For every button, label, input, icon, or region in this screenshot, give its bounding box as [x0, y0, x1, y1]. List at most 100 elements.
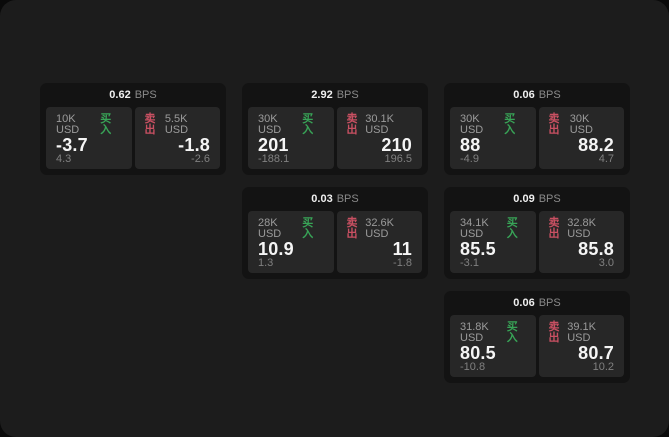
sell-panel[interactable]: 卖出 32.8K USD 85.8 3.0	[538, 211, 624, 273]
bps-value: 2.92	[311, 88, 333, 101]
sell-change: 10.2	[592, 361, 614, 373]
sell-change: -2.6	[191, 153, 210, 165]
bps-value: 0.09	[513, 192, 535, 205]
panels: 28K USD 买入 10.9 1.3 卖出 32.6K USD 11 -1.8	[242, 211, 428, 273]
quote-card: 2.92 BPS 30K USD 买入 201 -188.1 卖出 30.1K …	[242, 83, 428, 175]
buy-change: 4.3	[56, 153, 72, 165]
buy-price: 10.9	[258, 239, 294, 259]
buy-panel[interactable]: 30K USD 买入 201 -188.1	[248, 107, 334, 169]
sell-side-label: 卖出	[548, 217, 560, 240]
sell-amount: 32.6K USD	[365, 217, 394, 240]
sell-panel-top: 卖出 5.5K USD	[145, 114, 211, 136]
card-header: 0.03 BPS	[242, 187, 428, 211]
buy-side-label: 买入	[100, 113, 112, 136]
buy-side-label: 买入	[506, 217, 518, 240]
buy-change: 1.3	[258, 257, 274, 269]
quote-card: 0.06 BPS 30K USD 买入 88 -4.9 卖出 30K USD 8…	[444, 83, 630, 175]
card-header: 0.06 BPS	[444, 83, 630, 107]
panels: 10K USD 买入 -3.7 4.3 卖出 5.5K USD -1.8 -2.…	[40, 107, 226, 169]
buy-amount: 31.8K USD	[460, 321, 489, 344]
buy-change: -10.8	[460, 361, 486, 373]
buy-price: 88	[460, 135, 481, 155]
buy-panel-top: 30K USD 买入	[460, 114, 526, 136]
sell-change: -1.8	[393, 257, 412, 269]
buy-panel-top: 30K USD 买入	[258, 114, 324, 136]
sell-price: 11	[392, 239, 412, 259]
quote-card: 0.09 BPS 34.1K USD 买入 85.5 -3.1 卖出 32.8K…	[444, 187, 630, 279]
bps-value: 0.62	[109, 88, 131, 101]
sell-side-label: 卖出	[346, 113, 358, 136]
buy-change: -188.1	[258, 153, 290, 165]
buy-panel[interactable]: 10K USD 买入 -3.7 4.3	[46, 107, 132, 169]
sell-price: 210	[381, 135, 412, 155]
sell-panel-top: 卖出 32.8K USD	[549, 218, 615, 240]
bps-unit-label: BPS	[538, 296, 561, 309]
sell-side-label: 卖出	[548, 321, 560, 344]
buy-panel[interactable]: 28K USD 买入 10.9 1.3	[248, 211, 334, 273]
card-header: 0.09 BPS	[444, 187, 630, 211]
buy-panel[interactable]: 34.1K USD 买入 85.5 -3.1	[450, 211, 536, 273]
sell-panel[interactable]: 卖出 39.1K USD 80.7 10.2	[538, 315, 624, 377]
card-header: 0.62 BPS	[40, 83, 226, 107]
sell-price: -1.8	[178, 135, 210, 155]
buy-panel[interactable]: 31.8K USD 买入 80.5 -10.8	[450, 315, 536, 377]
buy-side-label: 买入	[506, 321, 518, 344]
bps-unit-label: BPS	[538, 88, 561, 101]
bps-value: 0.03	[311, 192, 333, 205]
buy-amount: 30K USD	[258, 113, 282, 136]
buy-panel-top: 31.8K USD 买入	[460, 322, 526, 344]
buy-side-label: 买入	[302, 113, 314, 136]
sell-panel-top: 卖出 30K USD	[549, 114, 615, 136]
buy-price: -3.7	[56, 135, 88, 155]
sell-side-label: 卖出	[548, 113, 560, 136]
card-header: 0.06 BPS	[444, 291, 630, 315]
sell-panel[interactable]: 卖出 32.6K USD 11 -1.8	[336, 211, 422, 273]
sell-amount: 30.1K USD	[365, 113, 394, 136]
bps-unit-label: BPS	[134, 88, 157, 101]
panels: 30K USD 买入 88 -4.9 卖出 30K USD 88.2 4.7	[444, 107, 630, 169]
sell-price: 88.2	[578, 135, 614, 155]
sell-amount: 39.1K USD	[567, 321, 596, 344]
buy-side-label: 买入	[504, 113, 516, 136]
sell-panel[interactable]: 卖出 5.5K USD -1.8 -2.6	[134, 107, 220, 169]
buy-panel-top: 34.1K USD 买入	[460, 218, 526, 240]
sell-change: 196.5	[384, 153, 412, 165]
sell-panel[interactable]: 卖出 30.1K USD 210 196.5	[336, 107, 422, 169]
buy-side-label: 买入	[302, 217, 314, 240]
sell-side-label: 卖出	[346, 217, 358, 240]
buy-change: -3.1	[460, 257, 479, 269]
quote-card: 0.62 BPS 10K USD 买入 -3.7 4.3 卖出 5.5K USD…	[40, 83, 226, 175]
quote-card: 0.06 BPS 31.8K USD 买入 80.5 -10.8 卖出 39.1…	[444, 291, 630, 383]
buy-panel[interactable]: 30K USD 买入 88 -4.9	[450, 107, 536, 169]
buy-panel-top: 28K USD 买入	[258, 218, 324, 240]
bps-unit-label: BPS	[336, 192, 359, 205]
card-header: 2.92 BPS	[242, 83, 428, 107]
bps-unit-label: BPS	[336, 88, 359, 101]
buy-amount: 30K USD	[460, 113, 484, 136]
sell-amount: 32.8K USD	[567, 217, 596, 240]
panels: 31.8K USD 买入 80.5 -10.8 卖出 39.1K USD 80.…	[444, 315, 630, 377]
buy-amount: 28K USD	[258, 217, 282, 240]
buy-amount: 34.1K USD	[460, 217, 489, 240]
sell-amount: 5.5K USD	[164, 113, 189, 136]
buy-amount: 10K USD	[56, 113, 80, 136]
sell-price: 80.7	[578, 343, 614, 363]
sell-amount: 30K USD	[569, 113, 593, 136]
bps-unit-label: BPS	[538, 192, 561, 205]
sell-change: 3.0	[598, 257, 614, 269]
panels: 34.1K USD 买入 85.5 -3.1 卖出 32.8K USD 85.8…	[444, 211, 630, 273]
bps-value: 0.06	[513, 296, 535, 309]
buy-panel-top: 10K USD 买入	[56, 114, 122, 136]
buy-change: -4.9	[460, 153, 479, 165]
sell-price: 85.8	[578, 239, 614, 259]
buy-price: 85.5	[460, 239, 496, 259]
sell-panel[interactable]: 卖出 30K USD 88.2 4.7	[538, 107, 624, 169]
sell-panel-top: 卖出 30.1K USD	[347, 114, 413, 136]
buy-price: 80.5	[460, 343, 496, 363]
buy-price: 201	[258, 135, 289, 155]
quote-card: 0.03 BPS 28K USD 买入 10.9 1.3 卖出 32.6K US…	[242, 187, 428, 279]
bps-value: 0.06	[513, 88, 535, 101]
sell-panel-top: 卖出 32.6K USD	[347, 218, 413, 240]
sell-panel-top: 卖出 39.1K USD	[549, 322, 615, 344]
